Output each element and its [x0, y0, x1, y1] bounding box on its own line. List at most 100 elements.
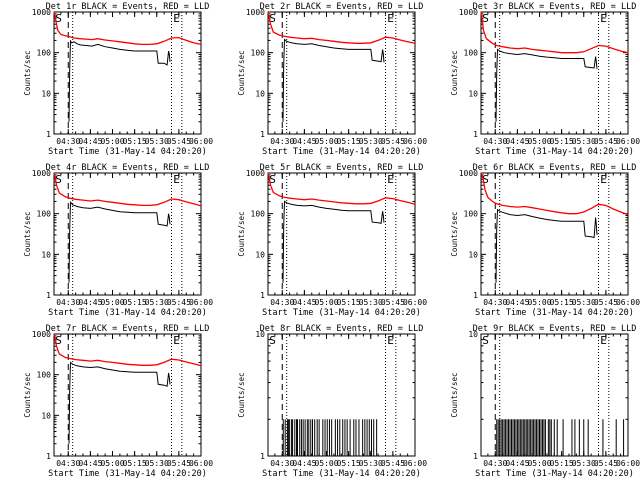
x-tick-label: 06:00	[189, 459, 213, 468]
y-tick-label: 1	[473, 452, 478, 461]
x-tick-label: 05:00	[527, 459, 551, 468]
x-tick-label: 05:15	[550, 298, 574, 307]
x-tick-label: 05:00	[314, 137, 338, 146]
x-tick-label: 05:30	[359, 137, 383, 146]
x-tick-label: 04:30	[56, 459, 80, 468]
y-tick-label: 10	[255, 250, 265, 259]
plot-title: Det 8r BLACK = Events, RED = LLD	[260, 324, 424, 334]
marker-e-label: E	[387, 334, 394, 347]
marker-e-label: E	[173, 334, 180, 347]
x-tick-label: 05:00	[527, 298, 551, 307]
series-black-line	[68, 361, 171, 444]
y-axis-label: Counts/sec	[450, 372, 459, 417]
plot-title: Det 2r BLACK = Events, RED = LLD	[260, 2, 424, 12]
x-axis-label: Start Time (31-May-14 04:20:20)	[475, 469, 634, 479]
x-tick-label: 05:45	[594, 298, 618, 307]
y-tick-label: 1	[46, 291, 51, 300]
marker-s-label: S	[269, 334, 276, 347]
marker-e-label: E	[600, 12, 607, 25]
x-tick-label: 05:00	[100, 298, 124, 307]
plot-frame	[480, 11, 629, 135]
x-tick-label: 06:00	[616, 459, 640, 468]
x-axis-label: Start Time (31-May-14 04:20:20)	[48, 147, 207, 157]
plot-panel-1: Det 1r BLACK = Events, RED = LLD 1 10 100 10…	[23, 2, 213, 157]
y-tick-label: 10	[41, 250, 51, 259]
marker-e-label: E	[173, 173, 180, 186]
marker-s-label: S	[269, 12, 276, 25]
x-tick-label: 05:30	[359, 298, 383, 307]
y-axis-label: Counts/sec	[237, 50, 246, 95]
series-red-line	[53, 333, 202, 367]
x-axis-label: Start Time (31-May-14 04:20:20)	[262, 147, 421, 157]
x-tick-label: 05:00	[527, 137, 551, 146]
series-red-line	[53, 11, 202, 46]
marker-e-label: E	[173, 12, 180, 25]
y-tick-label: 10	[468, 89, 478, 98]
x-tick-label: 05:15	[550, 459, 574, 468]
plot-panel-3: Det 3r BLACK = Events, RED = LLD 1 10 100 10…	[450, 2, 640, 157]
y-axis-label: Counts/sec	[237, 211, 246, 256]
x-tick-label: 04:45	[292, 137, 316, 146]
x-tick-label: 04:30	[56, 137, 80, 146]
x-tick-label: 05:45	[167, 459, 191, 468]
x-axis-label: Start Time (31-May-14 04:20:20)	[262, 469, 421, 479]
y-tick-label: 1000	[459, 169, 478, 178]
marker-s-label: S	[482, 12, 489, 25]
x-tick-label: 06:00	[403, 137, 427, 146]
series-black-line	[282, 200, 385, 283]
x-tick-label: 05:15	[550, 137, 574, 146]
marker-s-label: S	[55, 12, 62, 25]
y-tick-label: 10	[468, 330, 478, 339]
y-tick-label: 1000	[459, 8, 478, 17]
x-axis-label: Start Time (31-May-14 04:20:20)	[48, 469, 207, 479]
series-red-line	[53, 172, 202, 207]
x-axis-label: Start Time (31-May-14 04:20:20)	[262, 308, 421, 318]
y-tick-label: 100	[251, 49, 266, 58]
x-tick-label: 05:15	[123, 137, 147, 146]
x-tick-label: 05:15	[337, 459, 361, 468]
y-axis-label: Counts/sec	[450, 50, 459, 95]
y-tick-label: 1	[260, 130, 265, 139]
x-tick-label: 04:30	[270, 459, 294, 468]
x-tick-label: 05:00	[100, 137, 124, 146]
y-tick-label: 10	[255, 330, 265, 339]
y-axis-label: Counts/sec	[23, 211, 32, 256]
plot-title: Det 3r BLACK = Events, RED = LLD	[473, 2, 637, 12]
y-tick-label: 10	[468, 250, 478, 259]
marker-e-label: E	[600, 173, 607, 186]
plot-panel-2: Det 2r BLACK = Events, RED = LLD 1 10 100 10…	[237, 2, 427, 157]
y-tick-label: 100	[37, 371, 52, 380]
x-tick-label: 05:30	[145, 298, 169, 307]
y-axis-label: Counts/sec	[450, 211, 459, 256]
y-axis-label: Counts/sec	[237, 372, 246, 417]
x-tick-label: 05:30	[572, 298, 596, 307]
y-tick-label: 1	[473, 130, 478, 139]
x-tick-label: 05:45	[381, 459, 405, 468]
series-black-line	[495, 48, 598, 122]
marker-e-label: E	[387, 173, 394, 186]
y-tick-label: 1	[260, 452, 265, 461]
x-tick-label: 05:45	[381, 298, 405, 307]
x-tick-label: 06:00	[403, 459, 427, 468]
x-tick-label: 05:00	[100, 459, 124, 468]
x-axis-label: Start Time (31-May-14 04:20:20)	[475, 147, 634, 157]
plot-panel-8: Det 8r BLACK = Events, RED = LLD 1 10 04:30…	[237, 324, 427, 479]
x-tick-label: 05:30	[359, 459, 383, 468]
series-black-line	[282, 38, 385, 122]
x-tick-label: 04:45	[292, 459, 316, 468]
marker-s-label: S	[482, 173, 489, 186]
plot-frame	[53, 172, 202, 296]
x-tick-label: 05:00	[314, 298, 338, 307]
series-black-line	[495, 208, 598, 283]
series-black-line	[68, 201, 171, 283]
plot-frame	[267, 11, 416, 135]
y-axis-label: Counts/sec	[23, 372, 32, 417]
y-tick-label: 10	[255, 89, 265, 98]
marker-e-label: E	[387, 12, 394, 25]
y-tick-label: 100	[464, 49, 479, 58]
x-tick-label: 04:45	[78, 137, 102, 146]
series-red-line	[480, 172, 629, 216]
x-tick-label: 04:45	[78, 298, 102, 307]
x-axis-label: Start Time (31-May-14 04:20:20)	[48, 308, 207, 318]
